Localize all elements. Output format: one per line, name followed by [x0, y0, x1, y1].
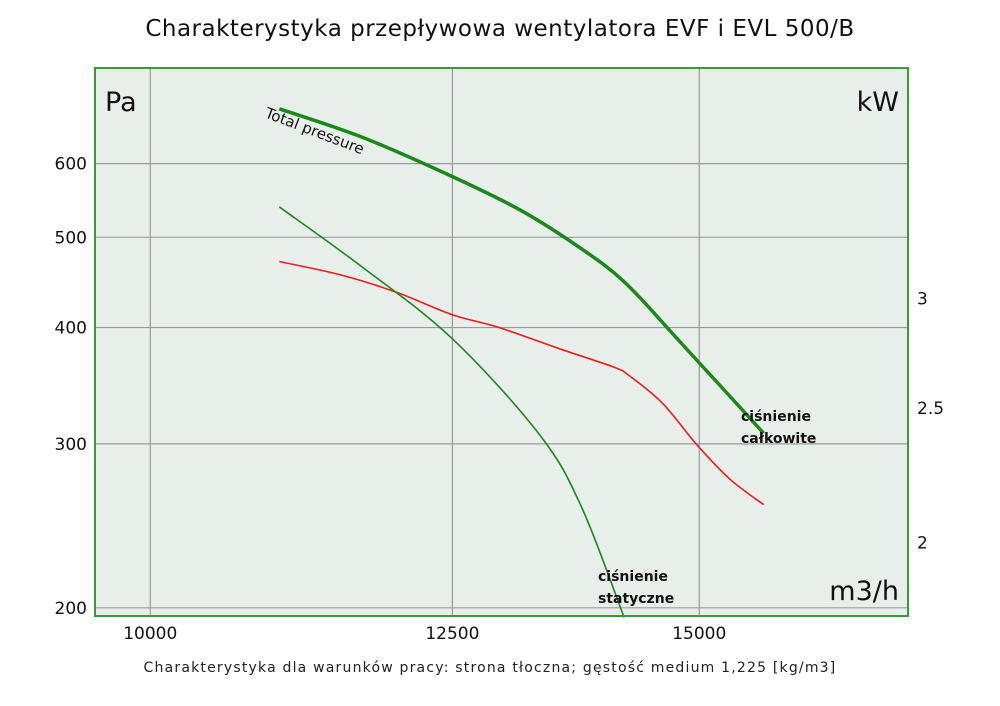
x-axis-label: m3/h	[829, 576, 899, 607]
chart-title: Charakterystyka przepływowa wentylatora …	[145, 16, 855, 42]
y-right-tick-label: 3	[917, 289, 928, 309]
y-right-tick-label: 2.5	[917, 399, 944, 419]
series-line-static-pressure	[278, 206, 625, 618]
y-left-tick-label: 600	[55, 155, 87, 175]
y-left-tick-label: 500	[55, 228, 87, 248]
y-right-label: kW	[857, 87, 899, 118]
y-left-tick-label: 400	[55, 319, 87, 339]
plot-area	[95, 68, 908, 616]
static-label-line2: statyczne	[598, 591, 674, 607]
static-label-line1: ciśnienie	[598, 569, 668, 585]
chart-footnote: Charakterystyka dla warunków pracy: stro…	[143, 660, 837, 676]
x-tick-label: 12500	[425, 624, 479, 644]
y-left-label: Pa	[105, 87, 137, 118]
total-label-line1: ciśnienie	[741, 409, 811, 425]
total-label-line2: całkowite	[741, 431, 816, 447]
plot-frame	[94, 67, 909, 617]
y-right-tick-label: 2	[917, 533, 928, 553]
x-tick-label: 15000	[672, 624, 726, 644]
x-tick-label: 10000	[123, 624, 177, 644]
series-line-total-pressure	[278, 107, 765, 435]
y-left-tick-label: 200	[55, 599, 87, 619]
y-left-tick-label: 300	[55, 435, 87, 455]
